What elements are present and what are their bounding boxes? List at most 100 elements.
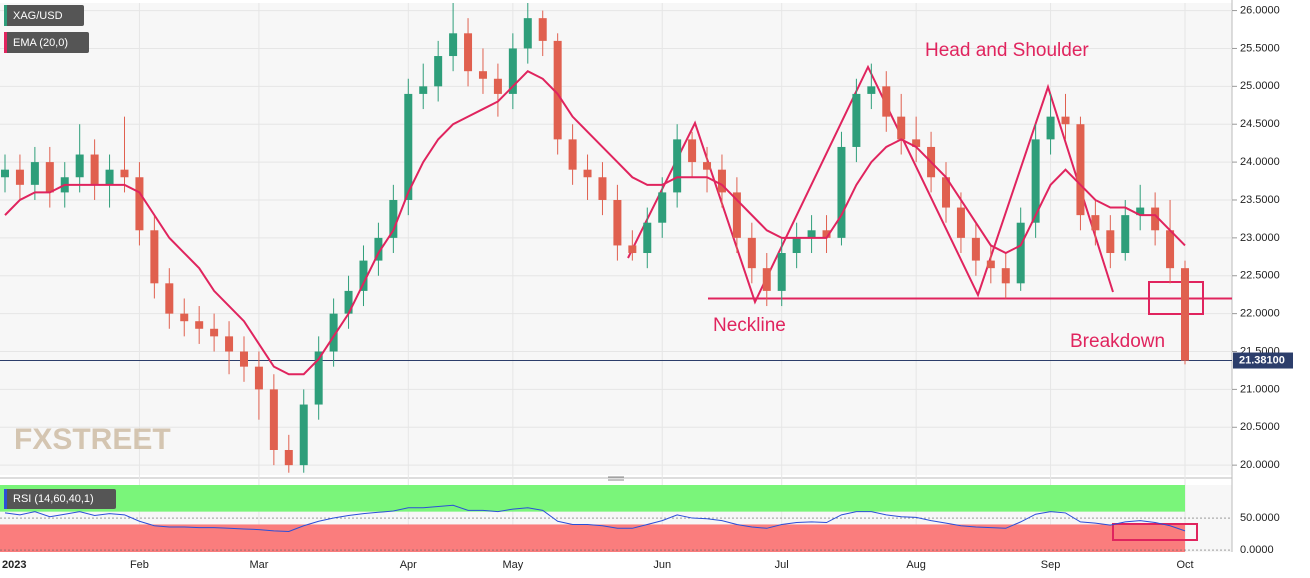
candle-body: [897, 116, 906, 140]
legend-swatch: [4, 32, 7, 53]
x-tick-label: May: [502, 559, 523, 571]
candle-body: [598, 177, 607, 200]
candle-body: [1, 169, 9, 178]
x-tick-label: Feb: [130, 559, 149, 571]
candle-body: [792, 237, 801, 254]
candle-body: [389, 199, 398, 238]
candle-body: [1001, 268, 1010, 284]
candle-body: [344, 290, 353, 314]
candle-body: [478, 71, 487, 79]
candle-body: [732, 192, 741, 238]
legend-box: [4, 489, 116, 509]
candle-body: [135, 177, 144, 231]
candle-body: [867, 86, 876, 94]
rsi-box: [1112, 523, 1198, 541]
x-tick-label: Apr: [400, 559, 417, 571]
candle-body: [105, 169, 114, 185]
candle-body: [1076, 124, 1085, 216]
candle-body: [359, 260, 368, 291]
last-price-label: 21.38100: [1239, 354, 1285, 366]
candle-body: [254, 366, 263, 390]
candle-body: [329, 313, 338, 352]
candle-body: [180, 313, 189, 322]
candle-body: [75, 154, 84, 178]
y-tick-label: 23.5000: [1240, 194, 1280, 206]
candle-body: [404, 93, 413, 200]
y-tick-label: 50.0000: [1240, 512, 1280, 524]
candle-body: [568, 139, 577, 170]
pattern-line: [627, 64, 1114, 305]
candle-body: [90, 154, 99, 185]
candle-body: [1121, 215, 1130, 254]
x-tick-label: Mar: [249, 559, 268, 571]
y-tick-label: 22.5000: [1240, 270, 1280, 282]
candle-body: [449, 33, 458, 57]
y-tick-label: 25.0000: [1240, 80, 1280, 92]
candle-body: [747, 237, 756, 269]
candle-body: [434, 56, 443, 87]
candle-body: [1106, 230, 1115, 254]
x-tick-label: Jun: [653, 559, 671, 571]
legend-label: RSI (14,60,40,1): [13, 493, 94, 505]
candle-body: [1166, 230, 1175, 269]
y-tick-label: 21.0000: [1240, 383, 1280, 395]
x-tick-label: Oct: [1176, 559, 1193, 571]
candle-body: [1061, 116, 1070, 125]
y-tick-label: 22.0000: [1240, 308, 1280, 320]
upper-zone: [0, 485, 1185, 512]
candle-body: [553, 40, 562, 140]
y-tick-label: 20.5000: [1240, 421, 1280, 433]
legend-swatch: [4, 489, 7, 509]
candle-body: [762, 268, 771, 291]
candle-body: [225, 336, 234, 352]
candle-body: [1091, 215, 1100, 231]
candle-body: [493, 78, 502, 94]
candle-body: [613, 199, 622, 246]
candle-body: [1181, 268, 1189, 361]
candle-body: [239, 351, 248, 367]
x-tick-label: 2023: [2, 559, 26, 571]
candle-body: [284, 449, 293, 466]
candle-body: [852, 93, 861, 147]
candle-body: [583, 169, 592, 178]
lower-zone: [0, 524, 1185, 552]
legend-box: [4, 5, 84, 26]
candle-body: [299, 404, 308, 466]
candle-body: [1136, 207, 1145, 216]
watermark: FXSTREET: [14, 423, 171, 456]
candle-body: [314, 351, 323, 405]
candle-body: [703, 162, 712, 170]
candle-body: [195, 321, 204, 329]
candle-body: [956, 207, 965, 238]
annotation: Neckline: [713, 315, 786, 336]
y-tick-label: 24.5000: [1240, 118, 1280, 130]
legend-box: [4, 32, 89, 53]
candle-body: [673, 139, 682, 193]
candle-body: [150, 230, 159, 284]
candle-body: [971, 237, 980, 261]
candle-body: [807, 230, 816, 238]
legend-swatch: [4, 5, 7, 26]
candle-body: [777, 253, 786, 291]
candle-body: [986, 260, 995, 269]
candle-body: [882, 86, 891, 117]
candle-body: [30, 162, 39, 185]
candle-body: [374, 237, 383, 261]
candle-body: [1031, 139, 1040, 223]
candle-body: [523, 18, 532, 49]
y-tick-label: 26.0000: [1240, 4, 1280, 16]
legend-label: XAG/USD: [13, 10, 63, 22]
candle-body: [822, 230, 831, 238]
candle-body: [269, 389, 278, 450]
candle-body: [628, 245, 637, 254]
candle-body: [1046, 116, 1055, 140]
candle-body: [45, 162, 54, 193]
y-tick-label: 20.0000: [1240, 459, 1280, 471]
y-tick-label: 0.0000: [1240, 544, 1274, 556]
candle-body: [837, 146, 846, 238]
candle-body: [717, 169, 726, 193]
candle-body: [1151, 207, 1160, 231]
candle-body: [419, 86, 428, 94]
